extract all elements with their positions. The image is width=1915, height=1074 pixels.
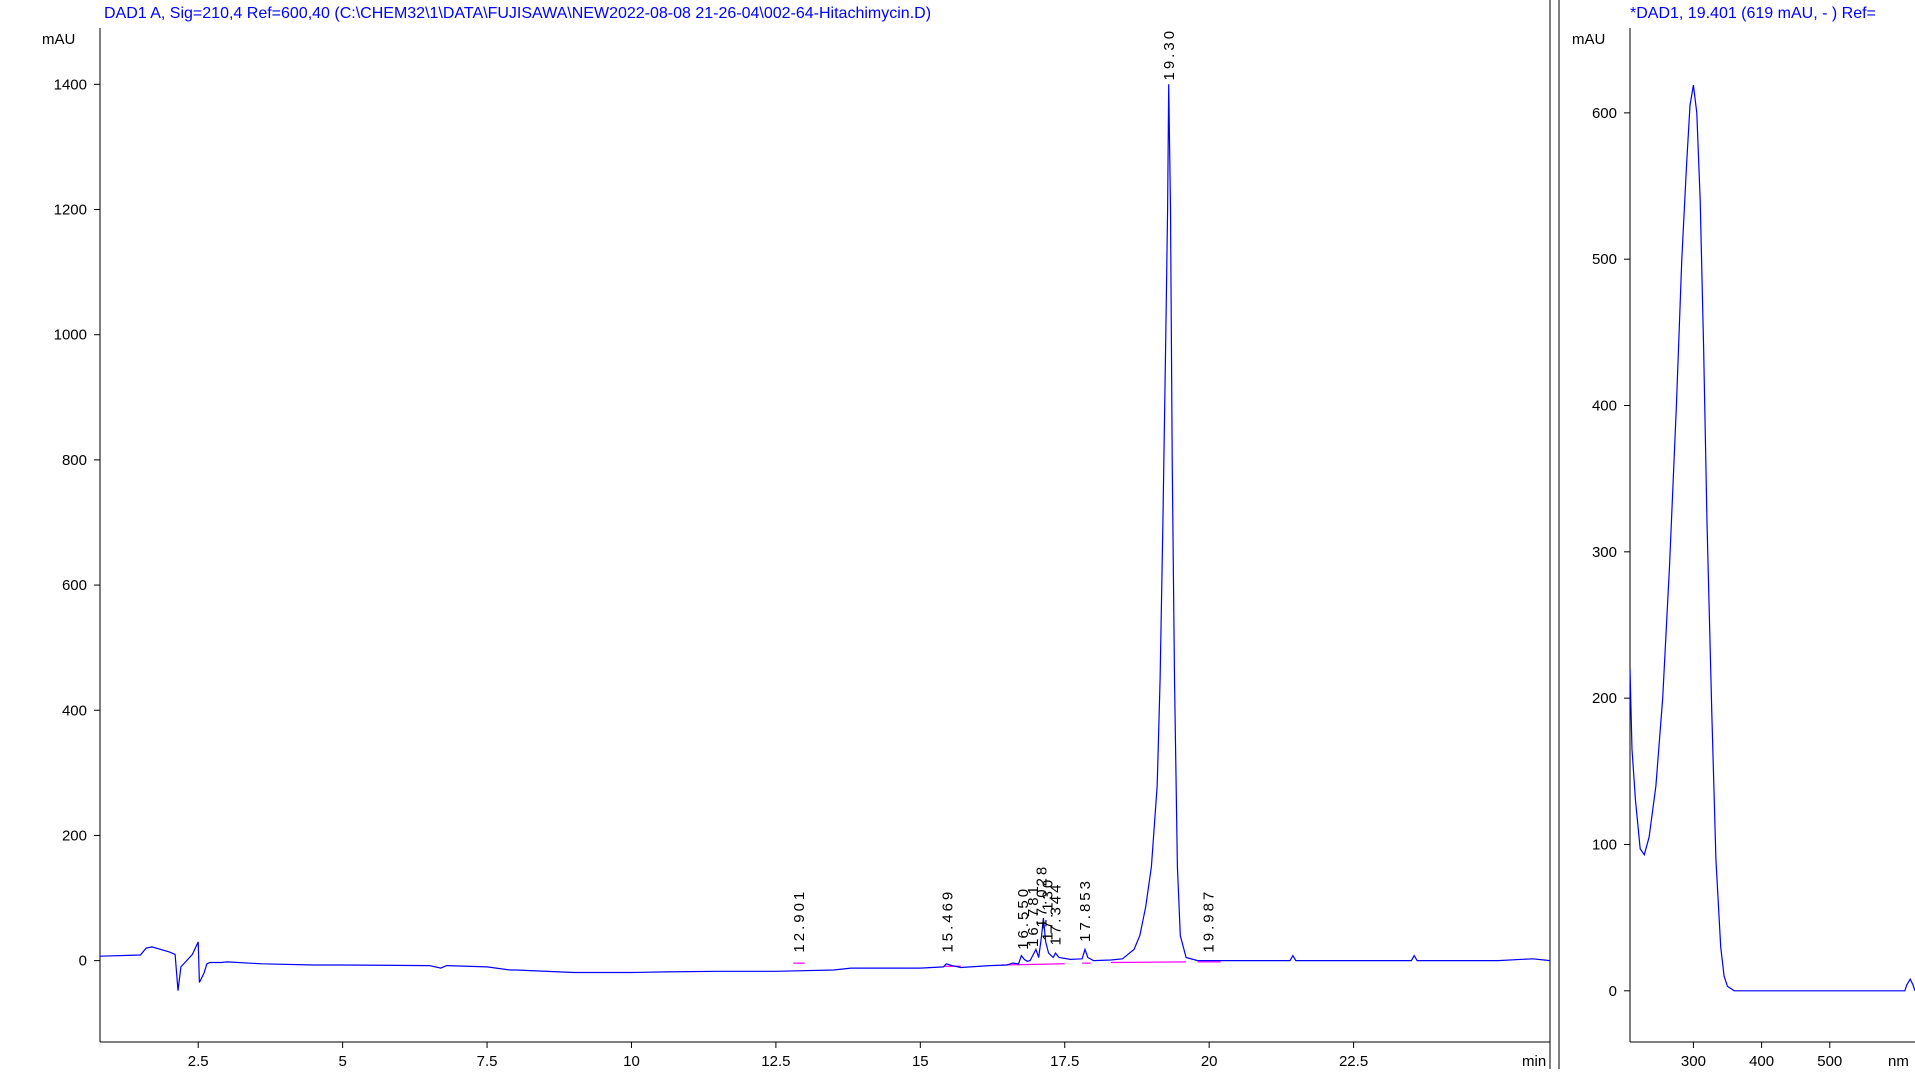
- spectrum-y-ticks: 0 100 200 300 400 500 600: [1592, 105, 1630, 1000]
- chromatogram-panel: DAD1 A, Sig=210,4 Ref=600,40 (C:\CHEM32\…: [42, 0, 1551, 1070]
- spectrum-x-ticks: 300 400 500: [1681, 1042, 1842, 1070]
- y-tick-label: 600: [62, 577, 87, 594]
- y-tick-label: 800: [62, 452, 87, 469]
- peak-label: 16.550: [1015, 886, 1032, 950]
- peak-label: 15.469: [939, 889, 956, 953]
- spectrum-title: *DAD1, 19.401 (619 mAU, - ) Ref=: [1630, 5, 1876, 22]
- y-tick-label: 200: [1592, 690, 1617, 707]
- peak-label: 17.853: [1077, 878, 1094, 942]
- x-tick-label: 10: [623, 1053, 640, 1069]
- spectrum-x-axis-unit-label: nm: [1888, 1053, 1909, 1069]
- x-tick-label: 500: [1817, 1053, 1842, 1069]
- x-tick-label: 20: [1201, 1053, 1218, 1069]
- peak-label: 19.30: [1161, 28, 1178, 81]
- y-tick-label: 1400: [54, 76, 87, 93]
- peak-labels: 12.901 15.469 16.55016.78117.02817.13017.3…: [791, 28, 1217, 953]
- peak-label: 17.344: [1048, 882, 1065, 946]
- y-tick-label: 0: [1609, 983, 1617, 1000]
- spectrum-panel: *DAD1, 19.401 (619 mAU, - ) Ref= mAU nm …: [1558, 0, 1915, 1070]
- baseline-segment: [1110, 961, 1187, 964]
- y-tick-label: 0: [79, 953, 87, 970]
- y-tick-label: 200: [62, 827, 87, 844]
- x-tick-label: 7.5: [477, 1053, 498, 1069]
- integration-baselines: [793, 961, 1221, 967]
- y-ticks: 0 200 400 600 800 1000 1200 1400: [54, 76, 100, 970]
- y-tick-label: 400: [1592, 398, 1617, 415]
- spectrum-trace: [1629, 85, 1915, 992]
- x-tick-label: 15: [912, 1053, 929, 1069]
- peak-label: 17.028: [1034, 864, 1051, 928]
- peak-label: 16.781: [1025, 883, 1042, 947]
- y-tick-label: 100: [1592, 836, 1617, 853]
- y-tick-label: 1200: [54, 202, 87, 219]
- y-axis-unit-label: mAU: [42, 31, 75, 48]
- x-tick-label: 12.5: [761, 1053, 790, 1069]
- baseline-segment: [1001, 963, 1065, 966]
- x-tick-label: 400: [1749, 1053, 1774, 1069]
- peak-label: 19.987: [1200, 889, 1217, 953]
- x-axis-unit-label: min: [1522, 1053, 1546, 1069]
- x-ticks: 2.5 5 7.5 10 12.5 15 17.5 20 22.5: [188, 1042, 1368, 1070]
- y-tick-label: 400: [62, 702, 87, 719]
- y-tick-label: 300: [1592, 544, 1617, 561]
- chromatogram-title: DAD1 A, Sig=210,4 Ref=600,40 (C:\CHEM32\…: [104, 5, 931, 22]
- peak-label: 12.901: [791, 889, 808, 953]
- peak-label: 17.130: [1039, 877, 1056, 941]
- spectrum-y-axis-unit-label: mAU: [1572, 31, 1605, 48]
- y-tick-label: 600: [1592, 105, 1617, 122]
- y-tick-label: 1000: [54, 327, 87, 344]
- x-tick-label: 2.5: [188, 1053, 209, 1069]
- x-tick-label: 300: [1681, 1053, 1706, 1069]
- x-tick-label: 22.5: [1339, 1053, 1368, 1069]
- x-tick-label: 5: [338, 1053, 346, 1069]
- x-tick-label: 17.5: [1050, 1053, 1079, 1069]
- y-tick-label: 500: [1592, 251, 1617, 268]
- chromatogram-trace: [99, 84, 1551, 991]
